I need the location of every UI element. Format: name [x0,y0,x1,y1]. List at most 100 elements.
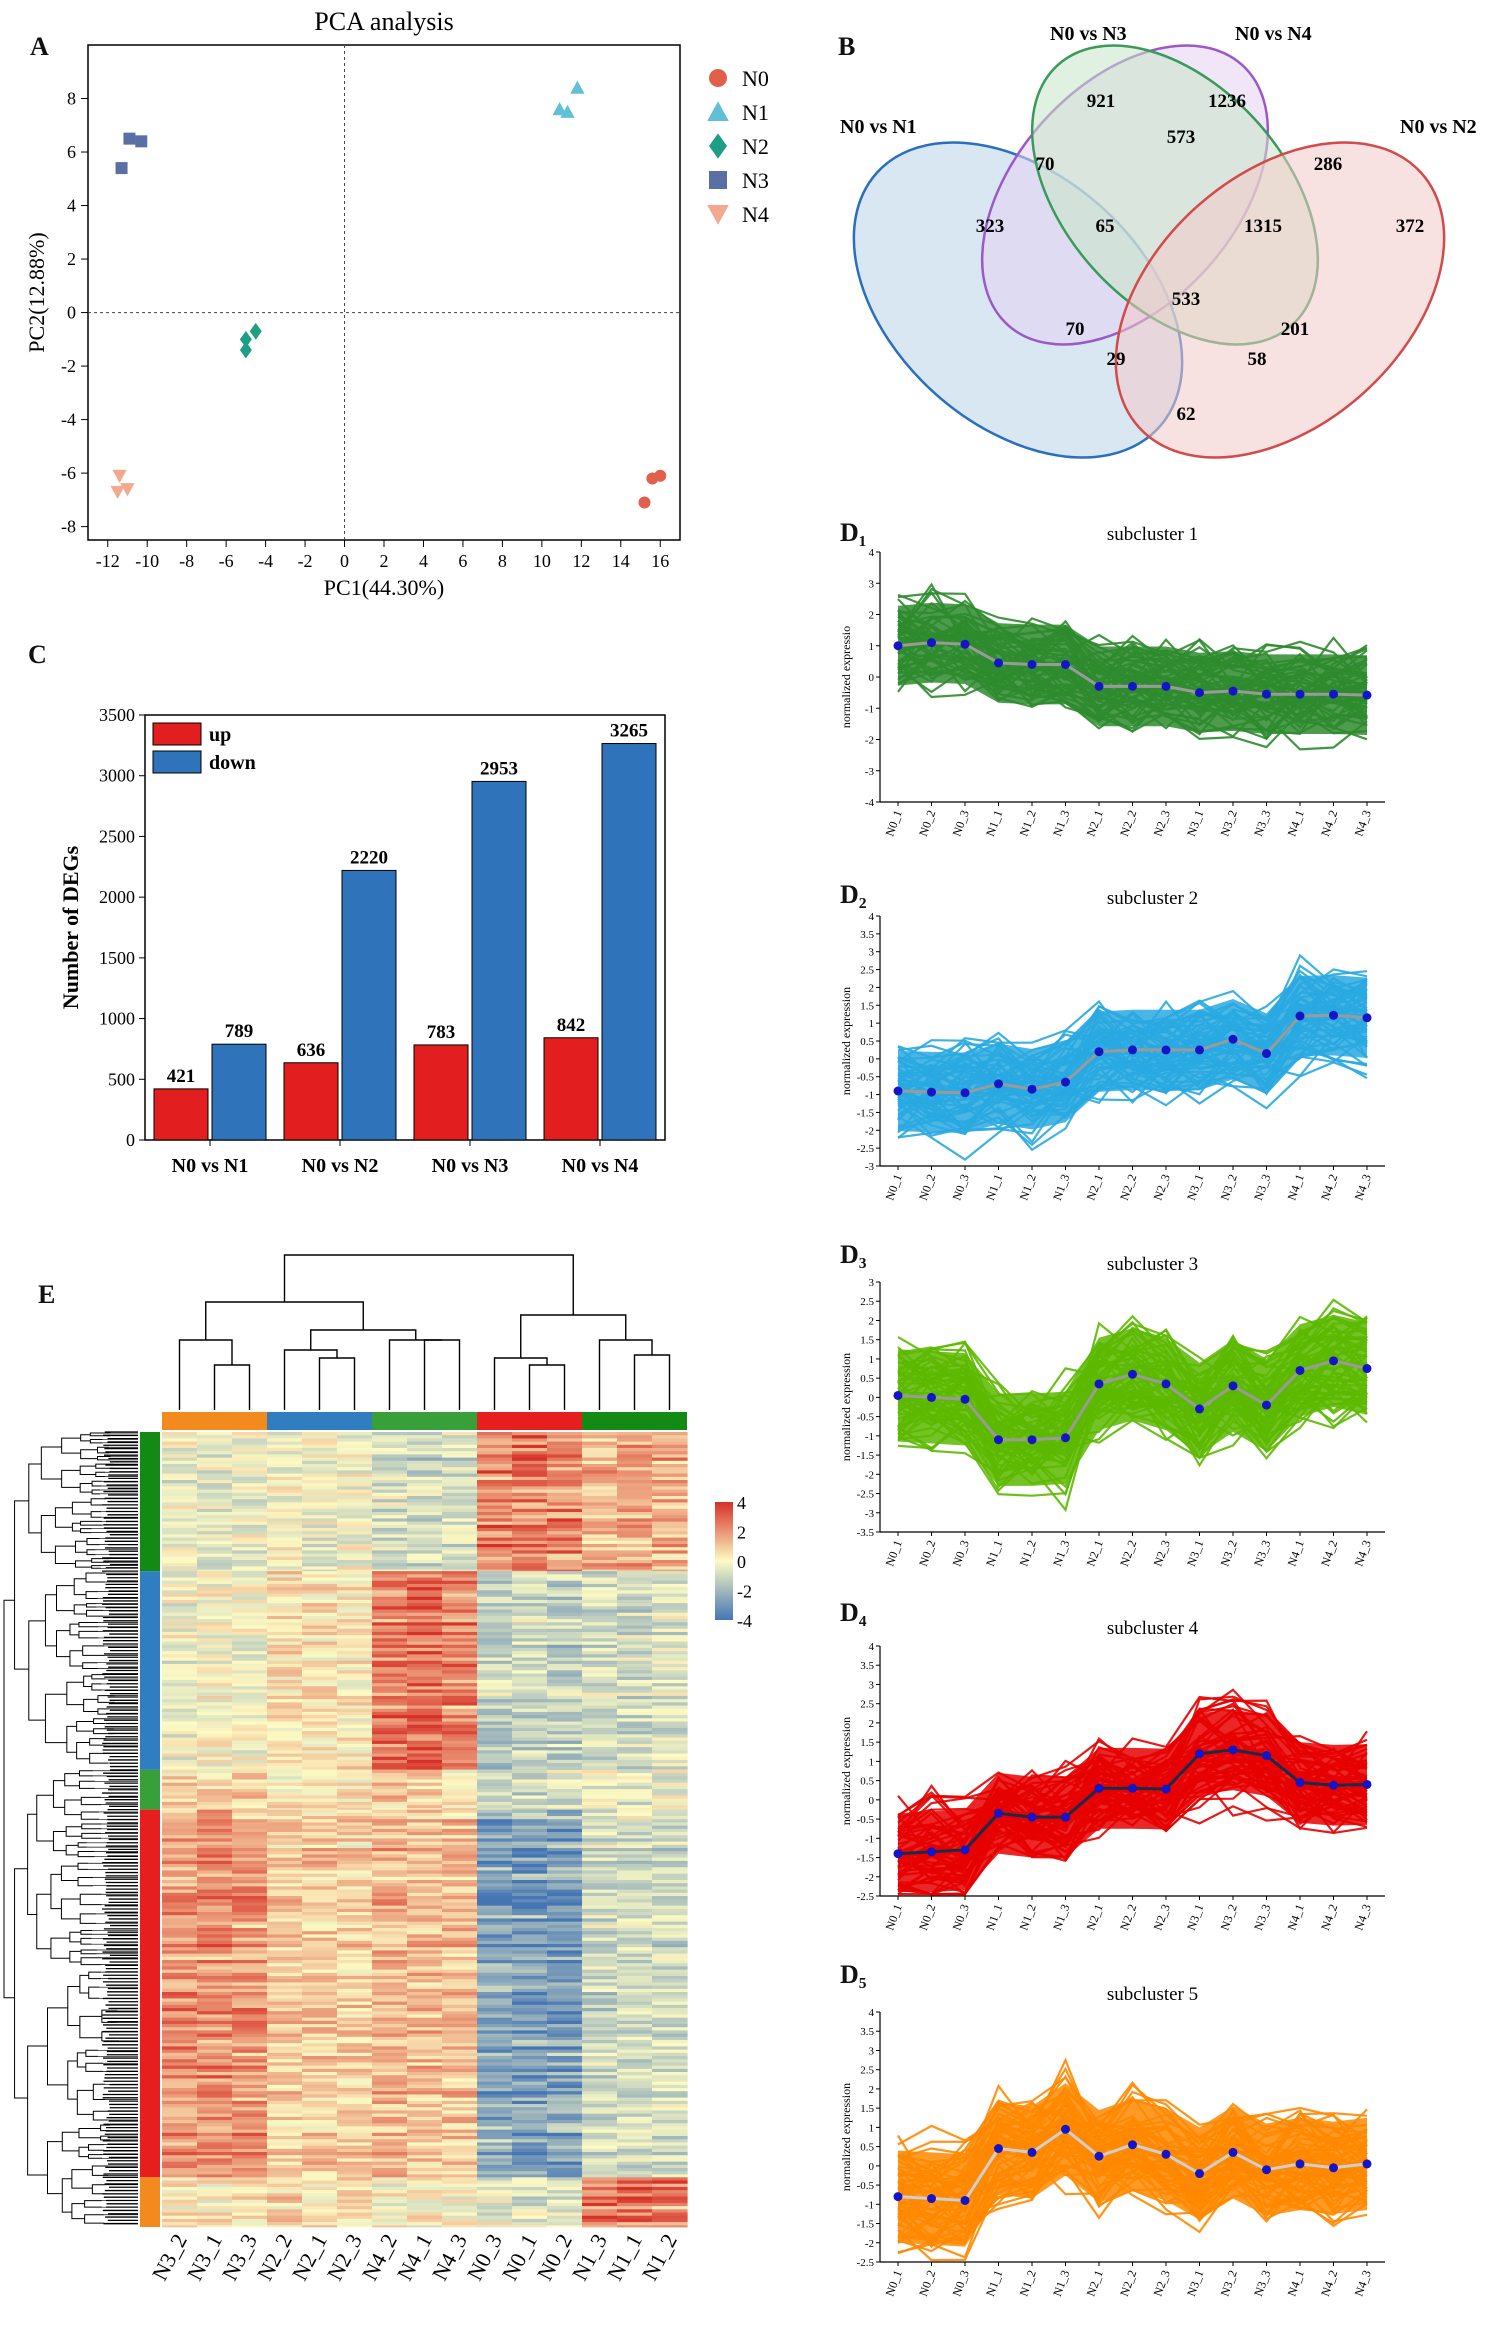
heatmap-cell [372,1432,408,1436]
heatmap-cell [547,1451,583,1455]
heatmap-cell [162,1769,198,1774]
heatmap-cell [652,1931,688,1935]
heatmap-cell [582,1934,618,1939]
heatmap-cell [477,1979,513,1983]
mean-point [1329,1356,1338,1366]
heatmap-cell [302,1915,338,1919]
heatmap-cell [162,2136,198,2140]
heatmap-cell [652,1828,688,1833]
heatmap-cell [582,1619,618,1623]
heatmap-cell [652,1976,688,1980]
row-dendrogram-link [60,1865,79,1882]
heatmap-cell [547,1654,583,1658]
heatmap-cell [337,1792,373,1796]
heatmap-cell [582,2123,618,2127]
heatmap-cell [407,1950,443,1955]
row-dendrogram-link [78,2128,101,2139]
heatmap-cell [582,1756,618,1761]
venn-region-count: 29 [1107,349,1126,370]
row-dendrogram-link [83,1698,98,1712]
heatmap-cell [407,1835,443,1839]
heatmap-cell [197,1502,233,1506]
heatmap-cell [652,2158,688,2163]
heatmap-cell [407,1960,443,1964]
heatmap-cell [582,1528,618,1532]
heatmap-cell [232,1569,268,1572]
heatmap-cell [407,2206,443,2210]
heatmap-cell [582,1908,618,1913]
heatmap-cell [547,2145,583,2150]
heatmap-cell [547,1795,583,1800]
heatmap-cell [617,1470,653,1474]
heatmap-cell [582,2020,618,2025]
y-tick-label: 3000 [99,766,135,786]
heatmap-cell [162,1721,198,1726]
heatmap-cell [442,1441,478,1446]
heatmap-cell [267,2183,303,2188]
heatmap-cell [267,1851,303,1855]
heatmap-cell [582,1473,618,1478]
mean-point [1329,1010,1338,1020]
heatmap-cell [652,1486,688,1490]
heatmap-cell [617,1528,653,1532]
heatmap-cell [617,1940,653,1945]
row-dendrogram-link [67,1986,80,2026]
heatmap-cell [197,1566,233,1570]
heatmap-cell [477,1502,513,1506]
heatmap-cell [477,1692,513,1697]
heatmap-cell [652,1534,688,1538]
heatmap-cell [267,2065,303,2070]
heatmap-cell [442,1574,478,1578]
heatmap-cell [652,1603,688,1607]
heatmap-cell [442,1638,478,1642]
heatmap-cell [442,1489,478,1494]
heatmap-cell [442,1448,478,1452]
heatmap-cell [477,1960,513,1964]
heatmap-cell [442,1828,478,1833]
heatmap-cell [477,1873,513,1878]
heatmap-cell [197,1547,233,1551]
heatmap-cell [512,1960,548,1964]
mean-point [1228,686,1238,696]
heatmap-cell [582,2218,618,2223]
bar-value-label: 789 [225,1021,254,1042]
heatmap-cell [162,1638,198,1642]
heatmap-cell [547,2116,583,2121]
heatmap-cell [302,1766,338,1770]
heatmap-cell [617,2123,653,2127]
heatmap-cell [617,1631,653,1636]
heatmap-cell [372,1795,408,1800]
heatmap-cell [652,2014,688,2019]
heatmap-cell [372,1708,408,1713]
heatmap-cell [302,1947,338,1951]
heatmap-cell [582,1657,618,1662]
heatmap-cell [337,1580,373,1585]
heatmap-cell [302,2123,338,2127]
heatmap-cell [617,1734,653,1738]
heatmap-cell [302,1486,338,1490]
heatmap-cell [197,1844,233,1849]
row-dendrogram-link [71,2203,85,2220]
heatmap-cell [232,1689,268,1694]
heatmap-cell [232,1851,268,1855]
heatmap-cell [512,1832,548,1836]
heatmap-cell [162,1432,198,1436]
heatmap-cell [617,1937,653,1942]
heatmap-cell [372,1699,408,1703]
heatmap-cell [512,1769,548,1774]
heatmap-cell [617,2084,653,2089]
heatmap-cell [512,2113,548,2118]
x-tick-label: N4_2 [1318,808,1340,838]
heatmap-cell [267,1731,303,1735]
heatmap-cell [197,2180,233,2185]
row-dendrogram-link [86,1549,96,1556]
heatmap-cell [652,1718,688,1722]
row-dendrogram-link [61,1469,81,1488]
heatmap-cell [302,2168,338,2172]
heatmap-cell [582,2014,618,2019]
heatmap-cell [162,1663,198,1668]
heatmap-cell [197,1998,233,2003]
heatmap-cell [302,1873,338,1878]
heatmap-cell [442,1464,478,1468]
heatmap-cell [547,1663,583,1668]
